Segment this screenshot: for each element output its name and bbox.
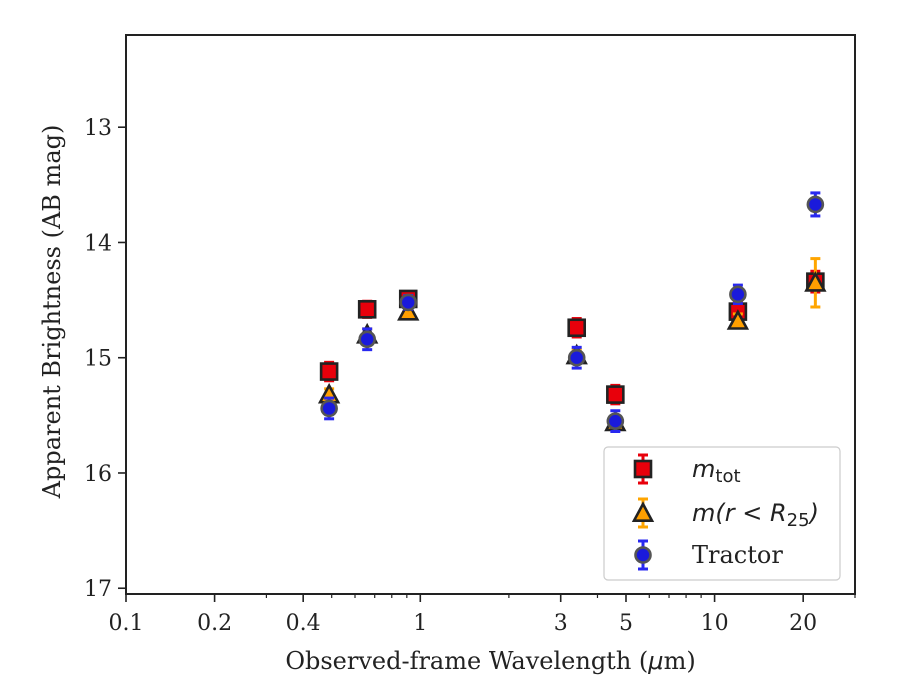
x-tick-label: 3 [554,611,568,636]
data-points [317,191,827,433]
point-tractor [358,330,376,349]
point-tractor [567,348,586,367]
x-tick-label: 5 [619,611,633,636]
point-tractor [606,412,625,430]
legend-label-mtot: mtot [692,455,741,487]
point-tractor [806,195,825,214]
plot-frame [125,34,856,595]
legend-marker-m_r25 [631,501,655,522]
legend-box [603,446,841,581]
point-m_r25 [804,271,827,292]
series-tractor [320,191,825,433]
x-tick-label: 20 [789,611,817,636]
x-tick-label: 1 [413,611,427,636]
x-tick-label: 10 [701,611,729,636]
y-tick-label: 14 [84,231,112,256]
legend-marker-tractor [634,546,652,564]
point-m_r25 [726,309,750,330]
x-tick-label: 0.2 [197,611,232,636]
point-mtot [357,300,377,319]
y-tick-label: 16 [84,462,112,487]
y-axis-label: Apparent Brightness (AB mag) [38,125,66,500]
x-tick-label: 0.1 [109,611,144,636]
point-tractor [399,293,418,312]
legend-label-tractor: Tractor [692,541,783,569]
point-mtot [567,318,587,338]
point-tractor [729,285,747,304]
y-tick-label: 15 [84,347,112,372]
x-tick-label: 0.4 [286,611,321,636]
legend-label-m_r25: m(r < R25) [692,499,819,531]
y-tick-label: 13 [84,116,112,141]
legend: mtot m(r < R25) Tractor [603,446,841,581]
point-mtot [319,362,339,381]
point-mtot [606,385,625,404]
x-axis-label: Observed-frame Wavelength (μm) [285,647,695,675]
y-tick-label: 17 [84,577,112,602]
legend-marker-mtot [633,459,653,479]
point-tractor [320,399,338,418]
